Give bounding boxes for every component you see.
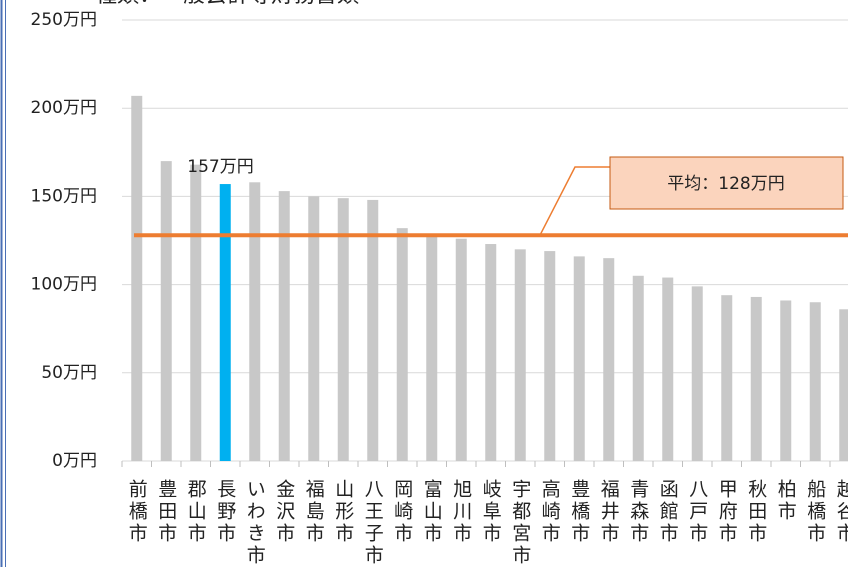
x-tick-label: 豊田市 — [155, 479, 177, 545]
bar — [809, 302, 821, 461]
y-tick-label: 50万円 — [41, 363, 97, 383]
bar — [632, 275, 644, 461]
bar — [308, 196, 320, 461]
bar — [839, 309, 848, 461]
bar — [691, 286, 703, 461]
x-tick-label: 青森市 — [627, 479, 649, 545]
x-tick-label: 八王子市 — [362, 479, 384, 567]
bar — [721, 295, 733, 461]
bar — [337, 198, 349, 461]
bar — [160, 161, 172, 461]
x-tick-label: 長野市 — [214, 479, 236, 545]
y-tick-label: 0万円 — [52, 451, 97, 471]
x-tick-label: 柏市 — [775, 479, 797, 523]
x-tick-label: 船橋市 — [804, 479, 826, 545]
x-tick-label: 函館市 — [657, 479, 679, 545]
bar — [426, 236, 438, 461]
bar — [750, 296, 762, 461]
bar — [514, 249, 526, 461]
bar — [367, 199, 379, 462]
x-tick-label: 福島市 — [303, 479, 325, 545]
x-tick-label: 福井市 — [598, 479, 620, 545]
bar — [396, 228, 408, 461]
bar — [603, 258, 615, 461]
x-tick-label: 八戸市 — [686, 479, 708, 545]
x-tick-label: 山形市 — [332, 479, 354, 545]
bar — [190, 164, 202, 461]
x-tick-label: 金沢市 — [273, 479, 295, 545]
bar — [278, 191, 290, 461]
x-tick-label: 富山市 — [421, 479, 443, 545]
y-tick-label: 150万円 — [31, 186, 97, 206]
y-tick-label: 200万円 — [31, 98, 97, 118]
bar — [780, 300, 792, 461]
chart-title: 種類：一般会計等財務書類 — [95, 0, 359, 8]
x-tick-label: 秋田市 — [745, 479, 767, 545]
bar — [573, 256, 585, 461]
bar — [249, 182, 261, 461]
leader-line — [539, 166, 610, 236]
bar — [219, 184, 231, 461]
average-callout — [609, 156, 844, 210]
x-tick-label: 宇都宮市 — [509, 479, 531, 567]
data-label: 157万円 — [187, 157, 253, 177]
x-tick-label: 岡崎市 — [391, 479, 413, 545]
x-tick-label: 越谷市 — [834, 479, 848, 545]
x-tick-label: 高崎市 — [539, 479, 561, 545]
average-label: 平均：128万円 — [667, 174, 784, 194]
x-tick-label: いわき市 — [244, 479, 266, 567]
y-tick-label: 100万円 — [31, 275, 97, 295]
bar — [455, 238, 467, 461]
y-tick-label: 250万円 — [31, 10, 97, 30]
x-tick-label: 旭川市 — [450, 479, 472, 545]
bar — [485, 244, 497, 461]
bar — [662, 277, 674, 461]
bar — [544, 251, 556, 461]
x-tick-label: 豊橋市 — [568, 479, 590, 545]
x-tick-label: 前橋市 — [126, 479, 148, 545]
x-tick-label: 岐阜市 — [480, 479, 502, 545]
x-tick-label: 甲府市 — [716, 479, 738, 545]
bar — [131, 95, 143, 462]
x-tick-label: 郡山市 — [185, 479, 207, 545]
